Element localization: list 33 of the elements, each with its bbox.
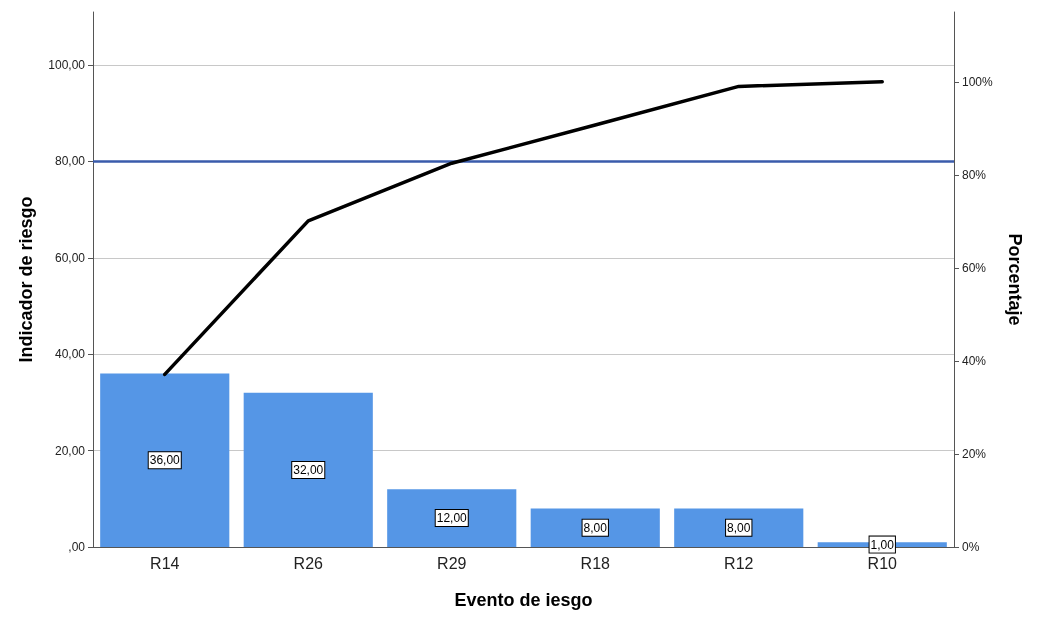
data-label: 8,00: [727, 520, 751, 535]
y-tick-label: 60,00: [54, 250, 86, 265]
x-tick-label: R26: [293, 554, 324, 572]
bar: [387, 489, 517, 547]
y-tick-label: 80,00: [54, 154, 86, 169]
y2-tick-label: 60%: [962, 260, 987, 275]
y2-tick-label: 0%: [962, 540, 980, 554]
y2-tick-label: 100%: [962, 74, 994, 89]
bar: [243, 392, 373, 547]
x-tick-label: R29: [437, 554, 467, 572]
bar: [100, 373, 230, 547]
y-tick-label: 40,00: [54, 347, 86, 362]
y-axis-title: Indicador de riesgo: [16, 196, 36, 363]
bar: [530, 508, 660, 547]
y2-tick-label: 80%: [962, 167, 987, 182]
y-tick-label: ,00: [68, 540, 86, 554]
y2-tick-label: 40%: [962, 353, 987, 368]
data-label: 8,00: [583, 520, 608, 535]
line-series: [163, 80, 884, 377]
bar: [674, 508, 804, 547]
data-label: 32,00: [293, 462, 324, 477]
y2-tick-label: 20%: [962, 446, 987, 461]
x-tick-label: R14: [150, 554, 180, 572]
data-label: 1,00: [870, 537, 895, 552]
data-label: 36,00: [149, 453, 181, 468]
x-tick-label: R10: [867, 554, 898, 572]
y-tick-label: 20,00: [54, 443, 86, 458]
x-tick-label: R12: [724, 554, 754, 572]
x-axis-title: Evento de iesgo: [454, 590, 593, 610]
data-label: 12,00: [436, 511, 468, 526]
x-tick-label: R18: [580, 554, 611, 572]
y2-axis-title: Porcentaje: [1005, 233, 1025, 326]
y-tick-label: 100,00: [48, 58, 86, 73]
